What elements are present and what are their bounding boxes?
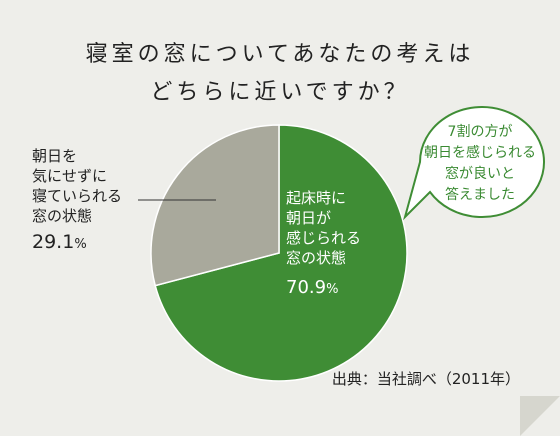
slice-label-line: 起床時に — [286, 189, 347, 207]
callout-line: 7割の方が — [447, 124, 513, 140]
slice-label-line: 気にせずに — [32, 167, 108, 185]
slice-label-line: 朝日が — [286, 209, 332, 227]
slice-label-line: 窓の状態 — [32, 207, 93, 225]
slice-label-line: 寝ていられる — [32, 187, 123, 205]
callout-line: 朝日を感じられる — [424, 145, 536, 161]
slice-value-unit: % — [326, 282, 339, 297]
chart-title-line-2: どちらに近いですか？ — [150, 80, 410, 105]
callout-line: 答えました — [445, 187, 515, 203]
slice-label-line: 朝日を — [32, 147, 78, 165]
callout-bubble — [403, 106, 545, 221]
slice-label-line: 窓の状態 — [286, 249, 347, 267]
slice-label-majority: 起床時に 朝日が 感じられる 窓の状態 70.9% — [286, 188, 361, 300]
pie-slice-majority — [154, 124, 408, 382]
slice-value-majority: 70.9% — [286, 278, 361, 300]
slice-value-unit: % — [74, 237, 87, 252]
callout-line: 窓が良いと — [445, 166, 515, 182]
slice-value-number: 70.9 — [286, 277, 327, 298]
source-note: 出典：当社調べ（2011年） — [331, 370, 520, 388]
slice-value-number: 29.1 — [32, 231, 75, 253]
slice-label-minority: 朝日を 気にせずに 寝ていられる 窓の状態 29.1% — [32, 146, 122, 255]
chart-title-line-1: 寝室の窓についてあなたの考えは — [85, 42, 475, 67]
slice-value-minority: 29.1% — [32, 232, 122, 255]
pie-slice-minority — [150, 124, 280, 287]
slice-label-line: 感じられる — [286, 229, 362, 247]
callout-text: 7割の方が 朝日を感じられる 窓が良いと 答えました — [418, 122, 542, 206]
